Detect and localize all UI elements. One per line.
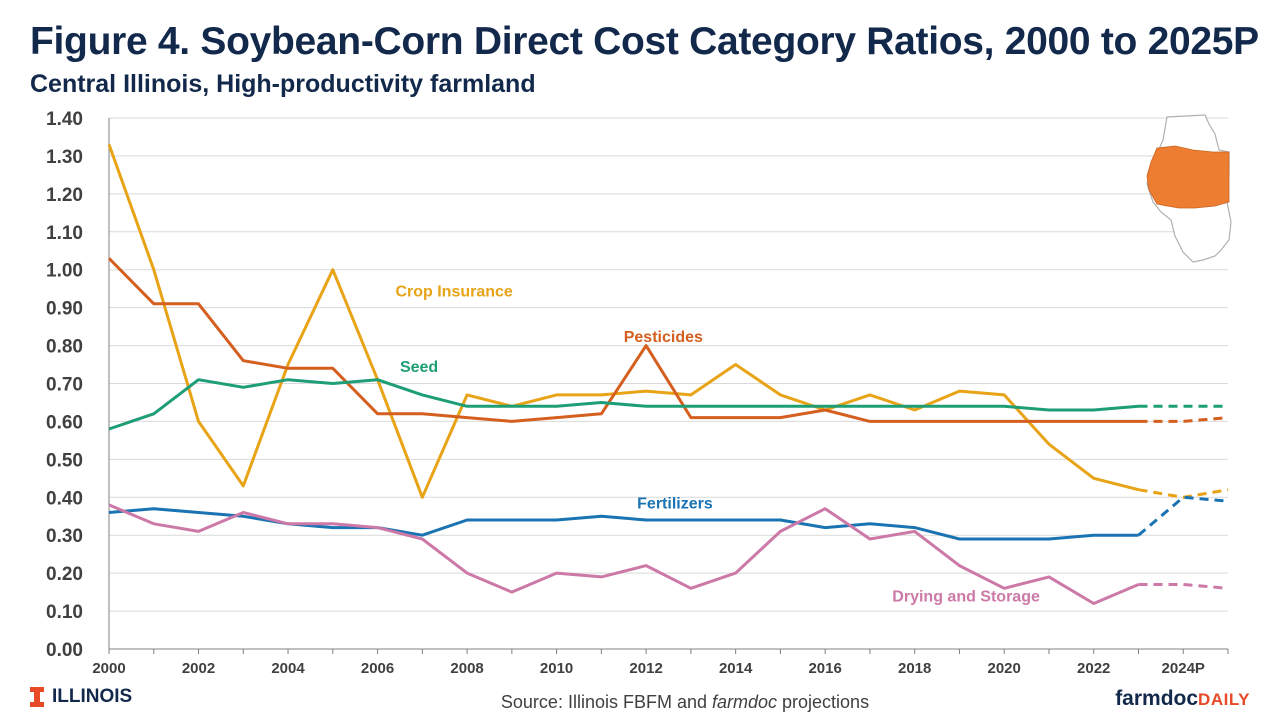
y-tick-label: 0.70 [46,375,83,396]
series-projection-crop-insurance [1138,488,1229,499]
series-label-pesticides: Pesticides [624,329,703,346]
series-projection-drying-and-storage [1138,583,1229,590]
series-labels: Crop Insurance Pesticides Seed Fertilizers D… [395,283,1040,605]
x-tick-label: 2000 [92,660,125,677]
y-tick-label: 0.80 [46,337,83,358]
chart-title: Figure 4. Soybean-Corn Direct Cost Categ… [30,20,1259,63]
series-line-drying-and-storage [108,503,1140,605]
series-lines [107,143,1229,605]
farmdoc-brand: farmdoc [1115,687,1199,710]
y-tick-label: 0.60 [46,412,83,433]
y-tick-label: 1.20 [46,185,83,206]
x-tick-label: 2006 [361,660,394,677]
illinois-logo: ILLINOIS [30,686,132,708]
series-line-crop-insurance [107,143,1139,499]
x-tick-label: 2010 [540,660,573,677]
y-tick-label: 0.90 [46,299,83,320]
series-line-pesticides [107,257,1139,423]
y-tick-label: 1.10 [46,223,83,244]
series-projection-pesticides [1138,416,1229,423]
x-tick-label: 2002 [182,660,215,677]
y-tick-label: 1.30 [46,147,83,168]
x-tick-label: 2024P [1162,660,1205,677]
illinois-logo-text: ILLINOIS [52,686,133,707]
source-note: Source: Illinois FBFM and farmdoc projec… [0,692,1280,713]
x-tick-label: 2020 [988,660,1021,677]
illinois-map-inset [1146,114,1232,263]
central-illinois-region [1146,145,1230,209]
chart-subtitle: Central Illinois, High-productivity farm… [30,70,536,98]
y-tick-label: 1.40 [46,109,83,130]
x-tick-label: 2022 [1077,660,1110,677]
y-tick-label: 0.30 [46,526,83,547]
x-tick-label: 2014 [719,660,753,677]
x-tick-label: 2004 [271,660,305,677]
y-tick-label: 0.50 [46,450,83,471]
source-prefix: Source: Illinois FBFM and [500,692,712,712]
farmdoc-daily-logo: farmdocDAILY [1115,687,1250,711]
y-tick-label: 0.10 [46,602,83,623]
y-tick-label: 1.00 [46,261,83,282]
y-tick-label: 0.40 [46,488,83,509]
source-italic: farmdoc [711,692,778,712]
series-line-fertilizers [108,507,1139,541]
series-label-crop-insurance: Crop Insurance [395,283,512,300]
series-label-drying-and-storage: Drying and Storage [892,589,1040,606]
daily-brand: DAILY [1198,690,1250,709]
x-tick-label: 2008 [450,660,483,677]
axes: 0.00 0.10 0.20 0.30 0.40 0.50 0.60 0.70 0.80 0.90… [46,109,1229,677]
series-projection-fertilizers [1137,495,1229,537]
series-label-seed: Seed [400,359,438,376]
series-line-seed [108,378,1139,431]
y-tick-label: 0.20 [46,564,83,585]
x-tick-label: 2018 [898,660,931,677]
y-tick-label: 0.00 [46,640,83,661]
series-label-fertilizers: Fertilizers [637,496,713,513]
x-tick-label: 2016 [808,660,841,677]
block-i-icon [30,687,44,707]
source-suffix: projections [777,692,870,712]
x-tick-label: 2012 [629,660,662,677]
